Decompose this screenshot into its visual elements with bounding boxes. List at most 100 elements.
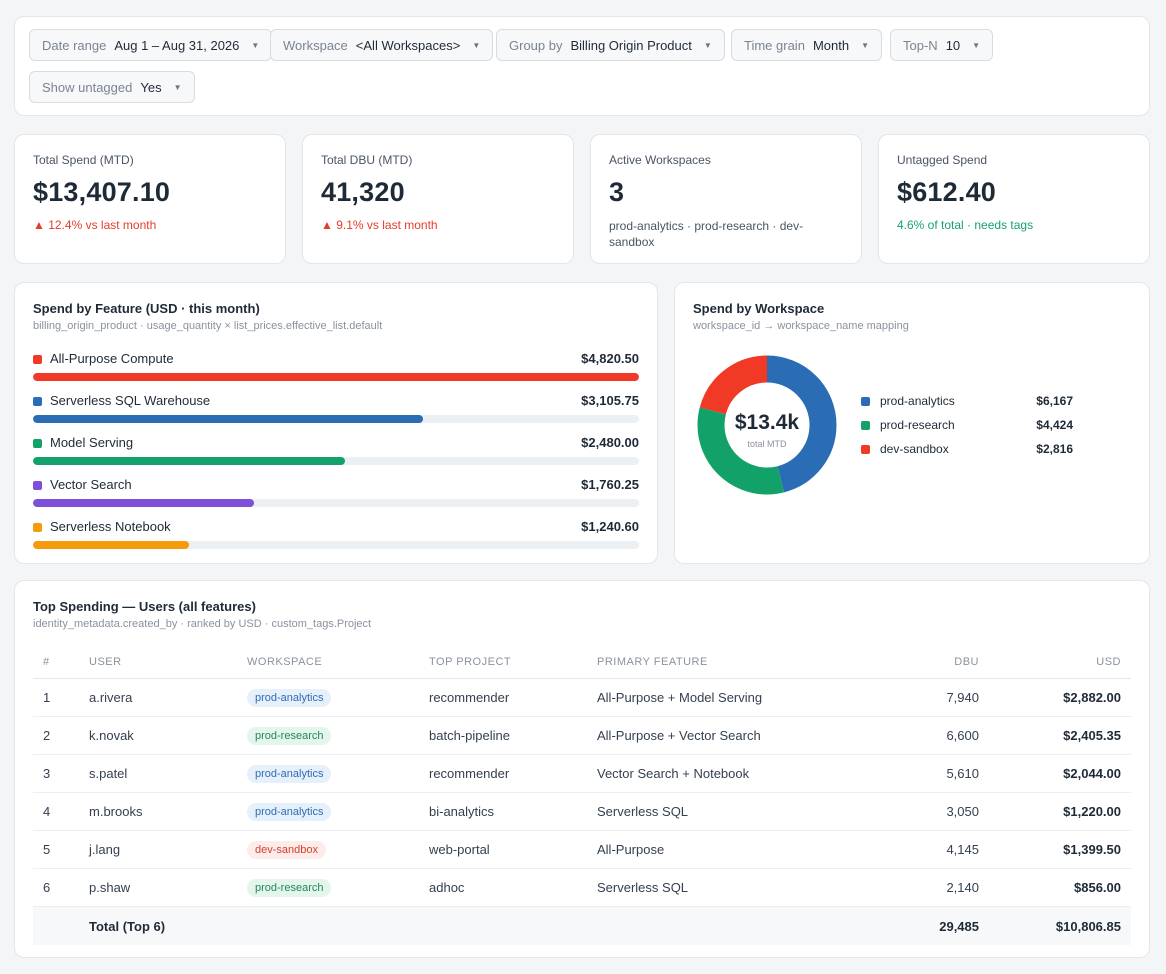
row-feature: All-Purpose + Model Serving <box>597 690 763 705</box>
row-workspace: prod-research <box>247 717 332 754</box>
row-user: a.rivera <box>89 690 133 705</box>
kpi-delta: ▲ 9.1% vs last month <box>321 218 438 232</box>
chevron-down-icon: ▼ <box>972 40 981 50</box>
kpi-label: Total DBU (MTD) <box>321 153 413 167</box>
filter-workspace[interactable]: Workspace <All Workspaces> ▼ <box>270 29 494 61</box>
chevron-down-icon: ▼ <box>251 40 260 50</box>
kpi-delta: ▲ 12.4% vs last month <box>33 218 157 232</box>
row-rank: 5 <box>43 842 51 857</box>
spend-by-feature-panel: Spend by Feature (USD · this month) bill… <box>14 282 658 564</box>
filter-value: Month <box>812 37 850 53</box>
filter-label: Top-N <box>903 37 938 53</box>
row-project: batch-pipeline <box>429 728 510 743</box>
feature-bar <box>33 415 424 423</box>
row-workspace: prod-analytics <box>247 679 332 716</box>
feature-bar <box>33 541 189 549</box>
row-workspace: prod-analytics <box>247 793 332 830</box>
kpi-total-spend: Total Spend (MTD) $13,407.10 ▲ 12.4% vs … <box>14 134 286 264</box>
row-usd: $2,405.35 <box>1063 728 1121 743</box>
kpi-value: 3 <box>609 177 625 207</box>
panel-subtitle: workspace_id → workspace_name mapping <box>693 320 909 332</box>
col-header-feature[interactable]: PRIMARY FEATURE <box>597 656 708 668</box>
total-usd: $10,806.85 <box>1055 918 1121 934</box>
row-dbu: 7,940 <box>946 690 979 705</box>
legend-workspace-name: dev-sandbox <box>880 442 949 456</box>
row-dbu: 4,145 <box>946 842 979 857</box>
row-project: adhoc <box>429 880 465 895</box>
legend-workspace-amount: $6,167 <box>1036 394 1073 408</box>
filter-show-untagged[interactable]: Show untagged Yes ▼ <box>29 71 195 103</box>
col-header-dbu[interactable]: DBU <box>954 656 979 668</box>
row-workspace: prod-analytics <box>247 755 332 792</box>
donut-center-label: total MTD <box>747 439 787 449</box>
kpi-active-workspaces: Active Workspaces 3 prod-analytics · pro… <box>590 134 862 264</box>
row-user: m.brooks <box>89 804 143 819</box>
chevron-down-icon: ▼ <box>861 40 869 50</box>
table-row[interactable]: 3 s.patel prod-analytics recommender Vector … <box>33 755 1131 793</box>
row-usd: $1,220.00 <box>1063 804 1121 819</box>
filter-top-n[interactable]: Top-N 10 ▼ <box>890 29 994 61</box>
feature-name: Vector Search <box>50 477 132 492</box>
top-spending-table-panel: Top Spending — Users (all features) iden… <box>14 580 1150 958</box>
table-header: # USER WORKSPACE TOP PROJECT PRIMARY FEA… <box>33 651 1131 679</box>
feature-bar <box>33 373 639 381</box>
filter-value: 10 <box>945 37 961 53</box>
row-workspace: dev-sandbox <box>247 831 326 868</box>
col-header-project[interactable]: TOP PROJECT <box>429 656 512 668</box>
kpi-value: 41,320 <box>321 177 405 207</box>
table-row[interactable]: 1 a.rivera prod-analytics recommender All-Pu… <box>33 679 1131 717</box>
legend-swatch <box>33 439 42 448</box>
row-rank: 6 <box>43 880 51 895</box>
workspace-badge: prod-analytics <box>247 688 332 707</box>
row-feature: Serverless SQL <box>597 880 689 895</box>
chevron-down-icon: ▼ <box>703 40 712 50</box>
feature-bar <box>33 457 345 465</box>
row-feature: Serverless SQL <box>597 804 689 819</box>
donut-slice-dev-sandbox <box>697 355 837 495</box>
chevron-down-icon: ▼ <box>173 82 182 92</box>
kpi-untagged-spend: Untagged Spend $612.40 4.6% of total · n… <box>878 134 1150 264</box>
row-rank: 2 <box>43 728 51 743</box>
legend-swatch <box>861 421 870 430</box>
filter-time-grain[interactable]: Time grain Month ▼ <box>731 29 882 61</box>
col-header-usd[interactable]: USD <box>1096 656 1121 668</box>
row-user: p.shaw <box>89 880 131 895</box>
legend-swatch <box>33 523 42 532</box>
panel-title: Spend by Workspace <box>693 301 825 316</box>
feature-name: Serverless SQL Warehouse <box>50 393 211 408</box>
workspace-donut-chart: $13.4k total MTD <box>697 355 837 495</box>
row-user: s.patel <box>89 766 128 781</box>
feature-bar-track <box>33 457 639 465</box>
table-row[interactable]: 5 j.lang dev-sandbox web-portal All-Purpose 4… <box>33 831 1131 869</box>
legend-swatch <box>861 445 870 454</box>
legend-swatch <box>33 397 42 406</box>
donut-slice-prod-research <box>697 355 837 495</box>
kpi-sub: prod-analytics · prod-research · dev-san… <box>609 219 804 249</box>
legend-swatch <box>33 355 42 364</box>
col-header-workspace[interactable]: WORKSPACE <box>247 656 323 668</box>
workspace-legend-item: prod-research $4,424 <box>861 418 1073 436</box>
row-rank: 3 <box>43 766 51 781</box>
filter-date-range[interactable]: Date range Aug 1 – Aug 31, 2026 ▼ <box>29 29 273 61</box>
workspace-legend-item: prod-analytics $6,167 <box>861 394 1073 412</box>
feature-amount: $1,240.60 <box>581 519 639 534</box>
filter-value: Aug 1 – Aug 31, 2026 <box>114 37 240 53</box>
col-header-user[interactable]: USER <box>89 656 122 668</box>
row-user: j.lang <box>89 842 121 857</box>
row-dbu: 5,610 <box>946 766 979 781</box>
workspace-badge: dev-sandbox <box>247 840 326 859</box>
table-row[interactable]: 6 p.shaw prod-research adhoc Serverless SQL 2… <box>33 869 1131 907</box>
filter-group-by[interactable]: Group by Billing Origin Product ▼ <box>496 29 725 61</box>
legend-swatch <box>33 481 42 490</box>
table-row[interactable]: 2 k.novak prod-research batch-pipeline All-P… <box>33 717 1131 755</box>
filter-value: Billing Origin Product <box>570 37 692 53</box>
col-header-rank: # <box>43 656 50 668</box>
table-row[interactable]: 4 m.brooks prod-analytics bi-analytics Serve… <box>33 793 1131 831</box>
feature-bar <box>33 499 255 507</box>
feature-amount: $2,480.00 <box>581 435 639 450</box>
feature-bar-track <box>33 415 639 423</box>
feature-amount: $1,760.25 <box>581 477 639 492</box>
feature-bar-track <box>33 541 639 549</box>
legend-workspace-amount: $4,424 <box>1036 418 1073 432</box>
filter-label: Time grain <box>744 37 805 53</box>
